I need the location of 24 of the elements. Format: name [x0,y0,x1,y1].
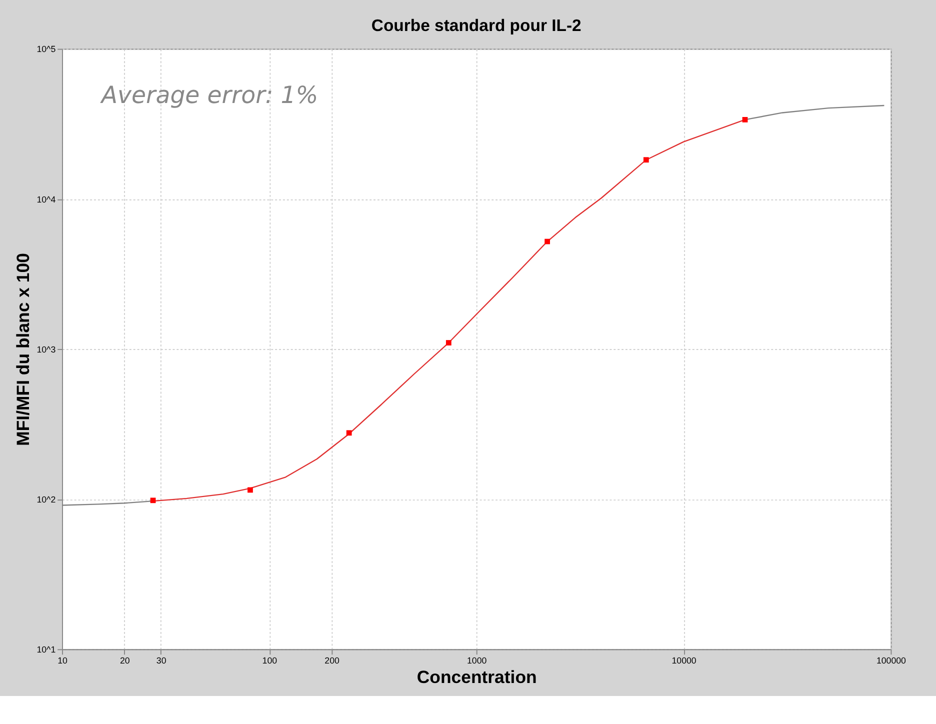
y-tick-label: 10^4 [36,194,56,204]
point [446,340,452,346]
x-tick-label: 1000 [467,655,487,666]
y-tick-label: 10^1 [36,644,56,655]
x-tick-label: 10000 [672,655,696,666]
x-tick-label: 20 [120,655,130,666]
point [643,157,649,163]
x-tick-label: 100000 [876,655,906,666]
point [346,430,352,436]
chart-title: Courbe standard pour IL-2 [371,16,582,36]
y-tick-label: 10^5 [36,44,56,54]
x-axis-title: Concentration [416,667,537,688]
x-tick-label: 10 [58,655,68,666]
x-tick-label: 30 [156,655,166,666]
point [742,117,748,122]
y-tick-label: 10^2 [36,494,56,505]
y-axis-title: MFI/MFI du blanc x 100 [12,252,33,446]
y-tick-label: 10^3 [36,344,56,354]
point [150,498,156,504]
x-tick-label: 200 [324,655,340,666]
x-tick-label: 100 [262,655,278,666]
point [248,487,253,493]
point [544,238,550,244]
annotation: Average error: 1% [99,80,318,109]
